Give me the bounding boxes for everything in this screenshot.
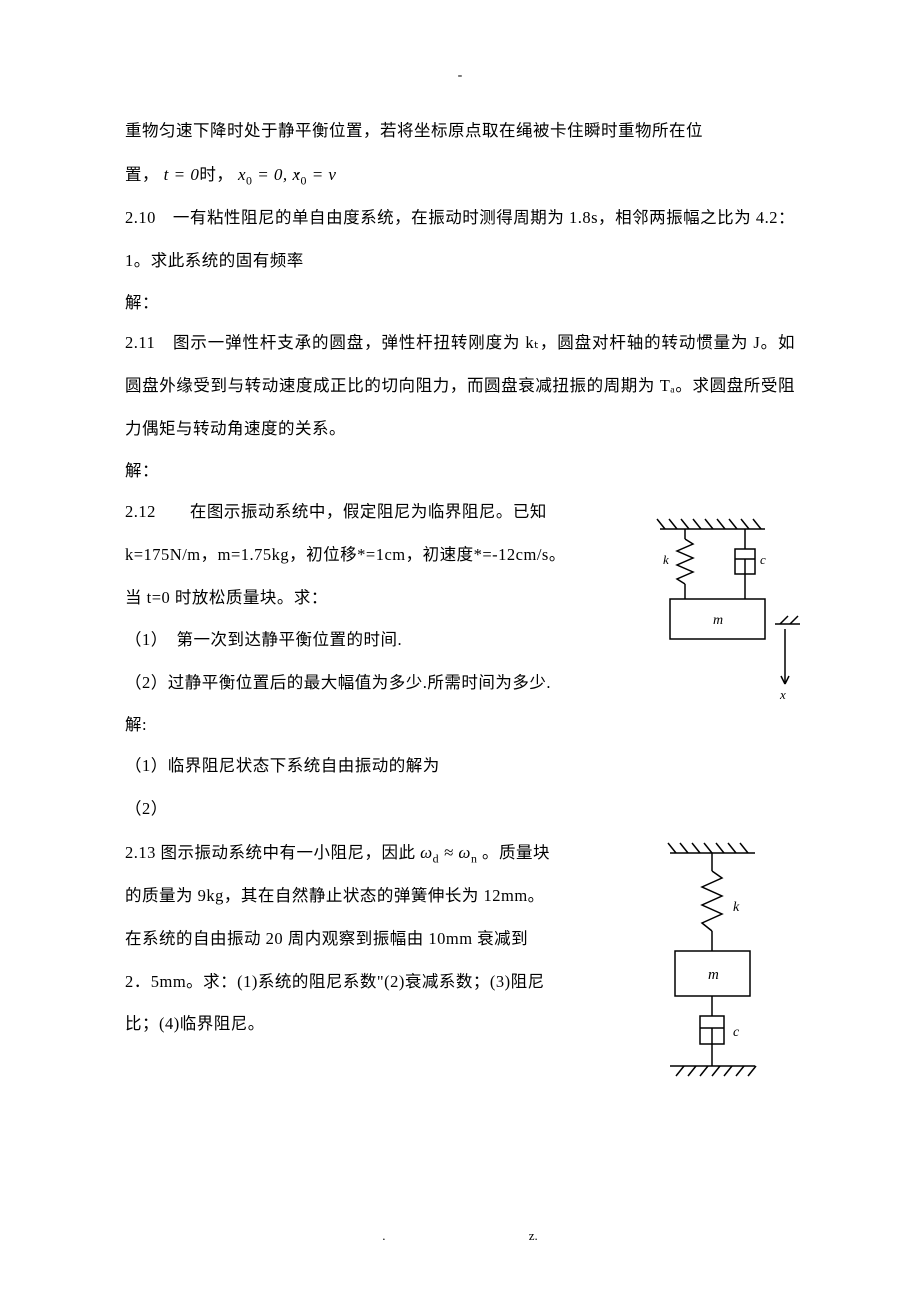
label-m: m (713, 613, 724, 628)
solution-label-211: 解： (125, 451, 795, 491)
problem-212-ans1: （1）临界阻尼状态下系统自由振动的解为 (125, 745, 795, 788)
figure-213: k m c (640, 831, 790, 1101)
intro-text-1: 重物匀速下降时处于静平衡位置，若将坐标原点取在绳被卡住瞬时重物所在位 (125, 121, 703, 140)
problem-213-line5: 比；(4)临界阻尼。 (125, 1003, 620, 1046)
problem-212-q1: （1） 第一次到达静平衡位置的时间. (125, 619, 620, 662)
equation-text-suffix: 时， (199, 165, 233, 184)
equation-x0: x0 = 0, x0 = v (238, 165, 337, 184)
label-c: c (760, 552, 766, 567)
label-m-213: m (708, 967, 719, 983)
footer-z: z. (529, 1228, 538, 1243)
problem-213-line1: 2.13 图示振动系统中有一小阻尼，因此 ωd ≈ ωn 。质量块 (125, 831, 620, 875)
problem-211: 2.11 图示一弹性杆支承的圆盘，弹性杆扭转刚度为 kₜ，圆盘对杆轴的转动惯量为… (125, 322, 795, 451)
p213-l1-p1: 2.13 图示振动系统中有一小阻尼，因此 (125, 843, 416, 862)
label-k-213: k (733, 900, 740, 915)
page-footer: . z. (0, 1228, 920, 1244)
solution-label-210: 解： (125, 283, 795, 323)
p213-omega: ωd ≈ ωn (420, 843, 477, 862)
footer-dot: . (382, 1228, 385, 1243)
label-c-213: c (733, 1025, 740, 1040)
problem-212-block: 2.12 在图示振动系统中，假定阻尼为临界阻尼。已知 k=175N/m，m=1.… (125, 491, 795, 705)
document-content: 重物匀速下降时处于静平衡位置，若将坐标原点取在绳被卡住瞬时重物所在位 置， t … (125, 110, 795, 1046)
problem-210: 2.10 一有粘性阻尼的单自由度系统，在振动时测得周期为 1.8s，相邻两振幅之… (125, 197, 795, 283)
problem-213-block: 2.13 图示振动系统中有一小阻尼，因此 ωd ≈ ωn 。质量块 的质量为 9… (125, 831, 795, 1047)
solution-label-212: 解: (125, 705, 795, 745)
intro-text-2: 置， (125, 165, 159, 184)
problem-213-line2: 的质量为 9kg，其在自然静止状态的弹簧伸长为 12mm。 (125, 875, 620, 918)
problem-212-line1: 2.12 在图示振动系统中，假定阻尼为临界阻尼。已知 (125, 491, 620, 534)
problem-213-line3: 在系统的自由振动 20 周内观察到振幅由 10mm 衰减到 (125, 918, 620, 961)
top-marker: - (458, 68, 463, 84)
p213-l1-p2: 。质量块 (482, 843, 550, 862)
problem-212-q2: （2）过静平衡位置后的最大幅值为多少.所需时间为多少. (125, 662, 620, 705)
problem-212-ans2: （2） (125, 788, 795, 831)
intro-line-2: 置， t = 0时， x0 = 0, x0 = v (125, 153, 795, 197)
label-x: x (779, 687, 786, 702)
equation-t0: t = 0 (164, 165, 200, 184)
intro-paragraph: 重物匀速下降时处于静平衡位置，若将坐标原点取在绳被卡住瞬时重物所在位 (125, 110, 795, 153)
problem-212-line3: 当 t=0 时放松质量块。求： (125, 577, 620, 620)
problem-213-line4: 2．5mm。求：(1)系统的阻尼系数"(2)衰减系数；(3)阻尼 (125, 961, 620, 1004)
figure-212: k c m x (635, 509, 805, 709)
problem-212-line2: k=175N/m，m=1.75kg，初位移*=1cm，初速度*=-12cm/s。 (125, 534, 620, 577)
label-k: k (663, 552, 669, 567)
